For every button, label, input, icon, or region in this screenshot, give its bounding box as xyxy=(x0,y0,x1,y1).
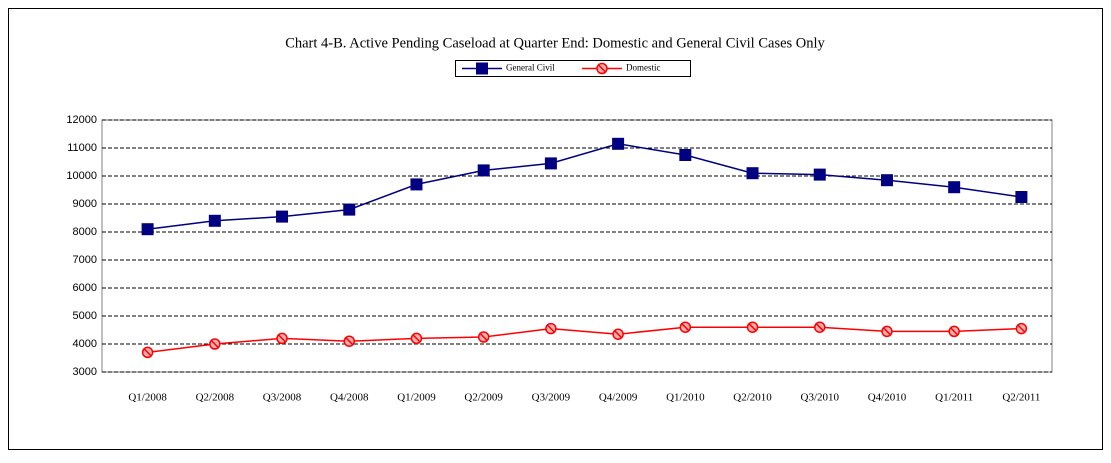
marker xyxy=(476,62,488,75)
marker xyxy=(276,210,289,223)
marker xyxy=(679,321,692,333)
marker xyxy=(746,167,759,180)
series-line xyxy=(147,143,1022,230)
marker xyxy=(746,321,759,333)
marker xyxy=(410,178,423,191)
marker xyxy=(813,168,826,181)
legend-box xyxy=(455,60,691,77)
x-tick-label: Q1/2009 xyxy=(397,392,436,404)
marker xyxy=(948,325,960,338)
x-tick-label: Q3/2008 xyxy=(263,392,302,404)
marker xyxy=(209,338,221,350)
y-tick-label: 8000 xyxy=(73,226,97,238)
marker xyxy=(948,181,961,194)
marker xyxy=(208,214,221,227)
marker xyxy=(343,203,356,216)
plot-area xyxy=(101,119,1053,373)
y-tick-label: 10000 xyxy=(66,170,97,182)
marker xyxy=(881,325,893,338)
marker xyxy=(477,331,490,343)
y-tick-label: 9000 xyxy=(73,198,97,210)
y-tick-label: 4000 xyxy=(73,338,97,350)
y-tick-label: 5000 xyxy=(73,310,97,322)
y-tick-label: 3000 xyxy=(73,366,97,378)
marker xyxy=(141,223,154,236)
y-tick-label: 6000 xyxy=(73,282,97,294)
marker xyxy=(545,322,557,335)
x-tick-label: Q1/2010 xyxy=(666,392,705,404)
marker xyxy=(343,335,355,347)
legend-label: General Civil xyxy=(506,63,555,73)
marker xyxy=(276,332,288,345)
x-tick-label: Q1/2011 xyxy=(935,392,973,404)
marker xyxy=(1015,322,1028,335)
chart-title: Chart 4-B. Active Pending Caseload at Qu… xyxy=(285,35,825,51)
x-tick-label: Q1/2008 xyxy=(128,392,167,404)
marker xyxy=(814,321,826,333)
x-tick-label: Q2/2011 xyxy=(1002,392,1040,404)
x-tick-label: Q4/2008 xyxy=(330,392,369,404)
x-tick-label: Q4/2010 xyxy=(868,392,907,404)
marker xyxy=(880,174,893,187)
x-tick-label: Q3/2009 xyxy=(532,392,571,404)
marker xyxy=(612,328,624,340)
x-tick-label: Q2/2010 xyxy=(733,392,772,404)
y-tick-label: 11000 xyxy=(67,142,97,154)
x-tick-label: Q4/2009 xyxy=(599,392,638,404)
marker xyxy=(477,164,490,177)
legend-label: Domestic xyxy=(626,63,661,73)
marker xyxy=(141,346,154,359)
series-line xyxy=(147,326,1022,354)
marker xyxy=(544,157,557,170)
y-tick-label: 12000 xyxy=(66,114,97,126)
marker xyxy=(1015,191,1028,203)
x-tick-label: Q3/2010 xyxy=(801,392,840,404)
x-tick-label: Q2/2009 xyxy=(464,392,503,404)
marker xyxy=(679,149,692,161)
y-tick-label: 7000 xyxy=(73,254,97,266)
marker xyxy=(410,332,423,345)
x-tick-label: Q2/2008 xyxy=(196,392,235,404)
marker xyxy=(596,62,608,75)
marker xyxy=(612,137,625,150)
